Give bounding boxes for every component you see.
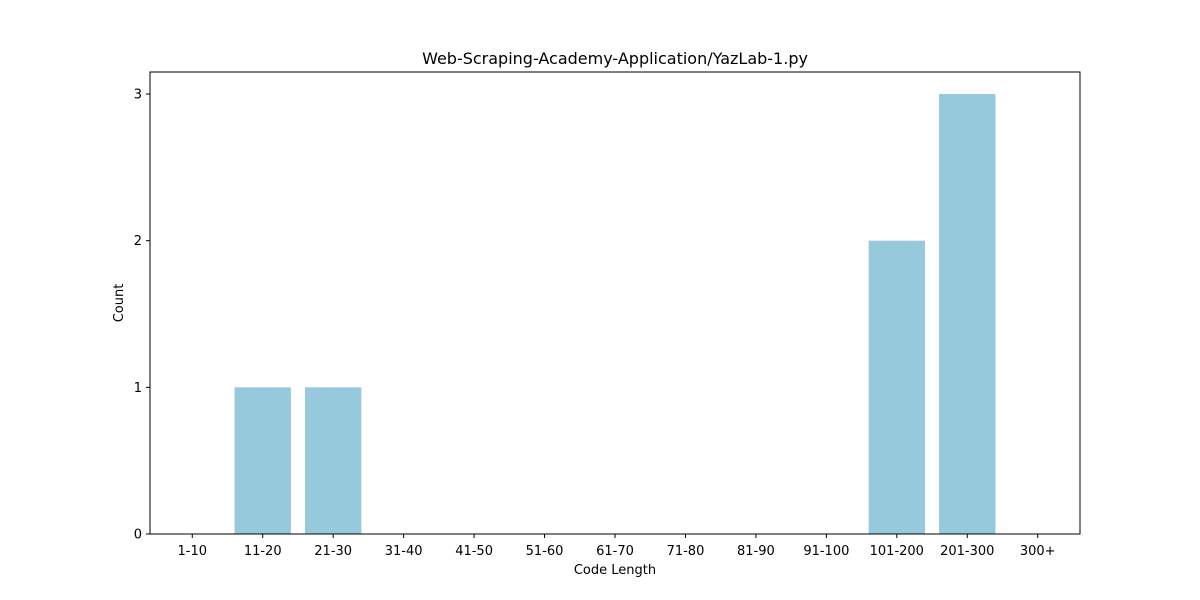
y-axis-label: Count <box>112 284 127 323</box>
bar-21-30 <box>305 387 361 534</box>
x-tick-label: 300+ <box>1020 544 1056 559</box>
x-tick-label: 101-200 <box>870 544 924 559</box>
x-tick-label: 1-10 <box>178 544 208 559</box>
y-axis-ticks: 0 1 2 3 <box>134 88 150 543</box>
x-tick-label: 71-80 <box>667 544 705 559</box>
x-tick-label: 21-30 <box>314 544 352 559</box>
y-tick-label: 2 <box>134 234 142 249</box>
x-tick-label: 51-60 <box>526 544 564 559</box>
y-tick-label: 1 <box>134 381 142 396</box>
bar-101-200 <box>869 241 925 534</box>
x-tick-label: 201-300 <box>940 544 994 559</box>
x-tick-label: 81-90 <box>737 544 775 559</box>
x-tick-label: 91-100 <box>803 544 849 559</box>
bars-group <box>235 94 996 534</box>
x-tick-label: 11-20 <box>244 544 282 559</box>
y-tick-label: 3 <box>134 88 142 103</box>
x-tick-label: 41-50 <box>455 544 493 559</box>
y-tick-label: 0 <box>134 528 142 543</box>
x-tick-label: 31-40 <box>385 544 423 559</box>
x-axis-label: Code Length <box>574 563 656 578</box>
x-axis-ticks: 1-10 11-20 21-30 31-40 41-50 51-60 61-70 71-80 8… <box>178 534 1056 559</box>
x-tick-label: 61-70 <box>596 544 634 559</box>
chart-title: Web-Scraping-Academy-Application/YazLab-… <box>422 49 808 68</box>
bar-11-20 <box>235 387 291 534</box>
bar-201-300 <box>939 94 995 534</box>
